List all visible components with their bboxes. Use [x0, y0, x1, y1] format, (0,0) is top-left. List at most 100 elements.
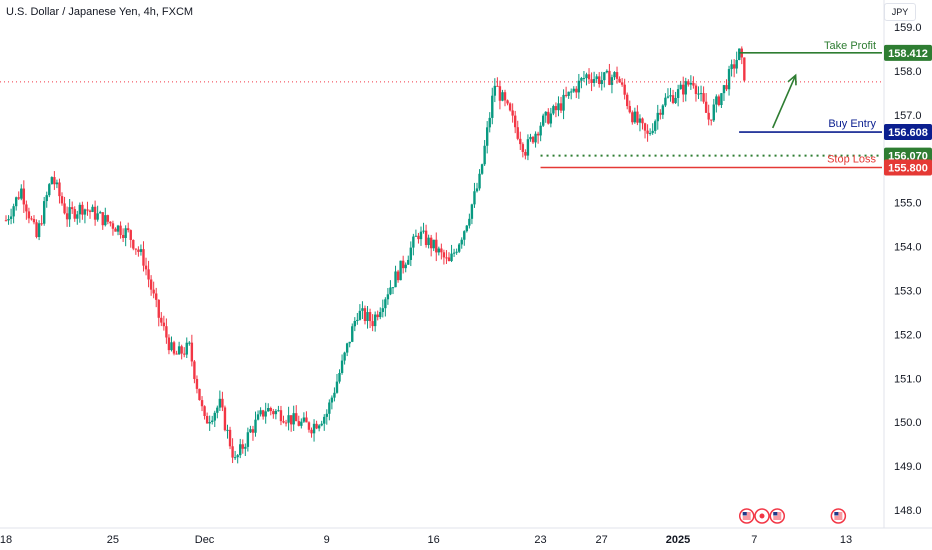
candle-body	[45, 195, 48, 202]
candle-body	[580, 78, 583, 81]
candle-body	[254, 419, 257, 433]
candle-body	[300, 421, 303, 426]
candle-body	[379, 311, 382, 318]
candle-body	[445, 257, 448, 259]
candle-body	[623, 84, 626, 95]
candle-body	[356, 319, 359, 321]
candle-body	[519, 138, 522, 145]
candle-body	[671, 95, 675, 103]
candle-body	[236, 455, 239, 458]
candle-body	[137, 249, 140, 252]
candle-body	[427, 237, 430, 246]
candle-body	[32, 219, 36, 223]
candle-body	[631, 112, 634, 123]
candle-body	[65, 213, 69, 220]
candle-body	[508, 103, 512, 111]
us-flag-icon[interactable]	[830, 508, 847, 524]
candle-body	[269, 407, 272, 412]
candle-body	[73, 209, 76, 219]
candle-body	[366, 312, 369, 322]
candle-body	[205, 415, 209, 424]
candle-body	[106, 215, 110, 222]
candle-body	[53, 177, 56, 185]
candle-body	[50, 177, 54, 185]
jp-flag-icon[interactable]	[754, 508, 770, 524]
x-tick-label: 18	[0, 534, 12, 546]
candle-body	[541, 115, 545, 126]
candle-body	[358, 310, 362, 320]
candle-body	[144, 265, 148, 270]
candle-body	[4, 220, 8, 222]
candle-body	[305, 417, 308, 423]
candle-body	[127, 228, 130, 231]
candle-body	[185, 342, 188, 355]
time-axis[interactable]: 18 25 Dec 9 16 23 27 2025 7 13	[0, 527, 932, 546]
candle-body	[679, 84, 682, 90]
candle-body	[404, 264, 407, 269]
candle-body	[600, 80, 603, 85]
candle-body	[534, 133, 537, 143]
candle-body	[96, 213, 99, 220]
candle-body	[20, 188, 23, 199]
candle-body	[389, 287, 392, 295]
candle-body	[172, 342, 176, 354]
candle-body	[491, 95, 494, 118]
candle-body	[613, 72, 616, 78]
candle-body	[132, 239, 135, 249]
us-flag-icon[interactable]	[738, 508, 755, 524]
candle-body	[63, 203, 66, 214]
candle-body	[177, 346, 181, 355]
candle-body	[717, 96, 721, 106]
candle-body	[407, 259, 410, 265]
candle-body	[373, 314, 377, 327]
us-flag-icon[interactable]	[769, 508, 786, 524]
candle-body	[353, 320, 356, 327]
candle-body	[195, 378, 199, 389]
candle-body	[188, 342, 191, 344]
candle-body	[506, 100, 509, 104]
take-profit-badge	[884, 44, 932, 61]
candle-body	[598, 76, 601, 85]
candle-body	[628, 106, 631, 113]
candle-body	[134, 248, 138, 250]
candle-body	[190, 342, 194, 362]
candle-body	[200, 400, 204, 407]
candle-body	[725, 85, 728, 90]
candle-body	[68, 207, 71, 220]
x-tick-label: 7	[751, 534, 757, 546]
candle-body	[93, 206, 97, 220]
candle-body	[585, 74, 588, 79]
candle-body	[86, 209, 89, 211]
candle-body	[595, 76, 598, 80]
candle-body	[175, 353, 178, 355]
candle-body	[9, 216, 13, 220]
candle-body	[732, 64, 736, 69]
candle-body	[119, 225, 122, 236]
candle-body	[687, 81, 690, 85]
candle-body	[503, 92, 507, 101]
candle-body	[312, 423, 316, 434]
candle-body	[722, 85, 726, 94]
candle-body	[684, 81, 687, 95]
candle-body	[307, 422, 311, 430]
candle-body	[570, 91, 573, 93]
candle-body	[592, 79, 596, 83]
take-profit-badge-text: 158.412	[888, 48, 928, 60]
candle-body	[244, 446, 247, 449]
candle-body	[14, 197, 18, 207]
candle-body	[730, 64, 733, 70]
candle-body	[264, 411, 267, 417]
candle-body	[442, 252, 446, 258]
x-tick-label: 9	[324, 534, 330, 546]
candle-body	[452, 252, 456, 254]
candle-body	[513, 115, 517, 128]
candle-body	[25, 204, 28, 212]
candle-body	[531, 136, 535, 143]
candle-body	[715, 96, 718, 105]
price-axis[interactable]: 148.0 149.0 150.0 151.0 152.0 153.0 154.0 155.0…	[883, 0, 922, 528]
candle-body	[468, 218, 471, 226]
candle-body	[22, 188, 26, 205]
candle-body	[549, 113, 553, 124]
candle-body	[295, 413, 298, 422]
